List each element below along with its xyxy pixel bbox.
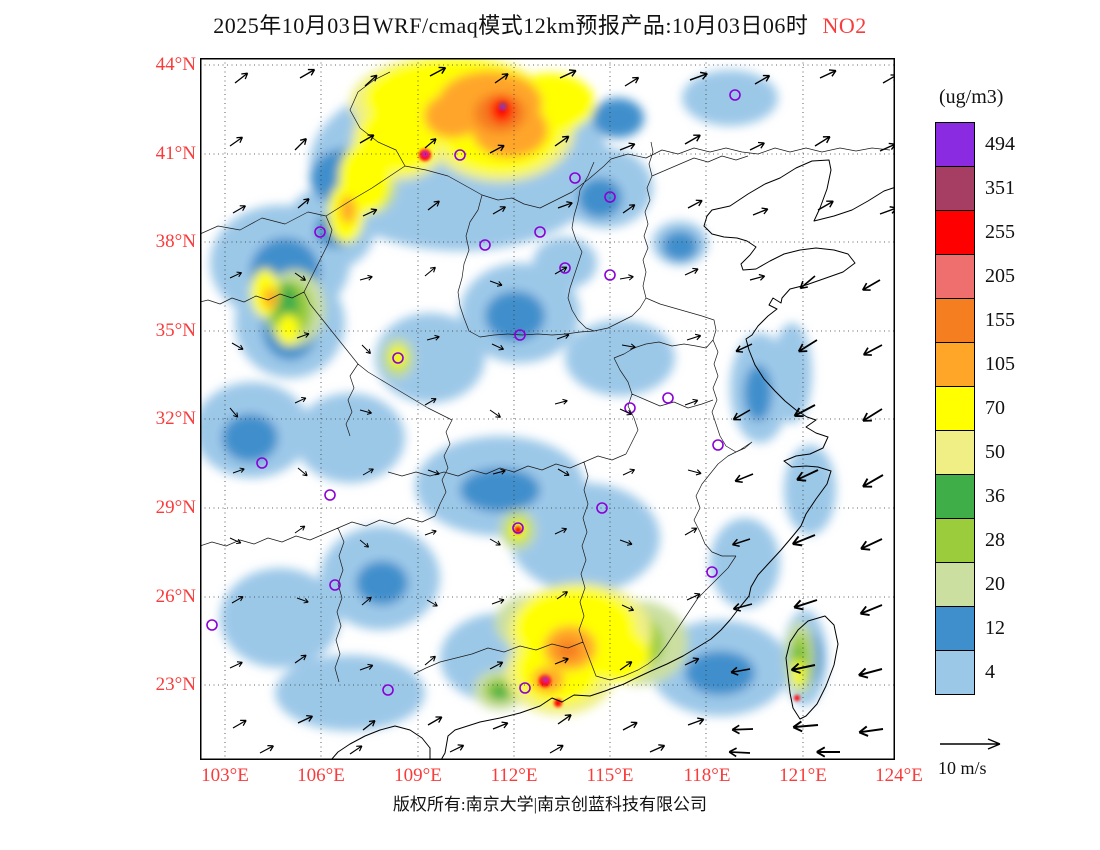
legend-swatch: [935, 562, 975, 607]
legend-value-label: 70: [985, 397, 1005, 419]
legend-value-label: 28: [985, 529, 1005, 551]
legend-value-label: 105: [985, 353, 1015, 375]
legend-value-label: 20: [985, 573, 1005, 595]
forecast-map: [200, 58, 898, 760]
lon-tick-label: 103°E: [201, 765, 249, 786]
legend-value-label: 12: [985, 617, 1005, 639]
lon-tick-label: 121°E: [779, 765, 827, 786]
legend-swatch: [935, 386, 975, 431]
wind-scale: 10 m/s: [936, 735, 1026, 779]
legend-entry: 494: [935, 122, 1100, 167]
wind-scale-arrow: [940, 738, 1001, 750]
legend-swatch: [935, 342, 975, 387]
lon-tick-label: 118°E: [683, 765, 731, 786]
legend-entry: 50: [935, 430, 1100, 475]
page-title: 2025年10月03日WRF/cmaq模式12km预报产品:10月03日06时 N…: [0, 8, 1080, 40]
legend-value-label: 351: [985, 177, 1015, 199]
legend-entry: 20: [935, 562, 1100, 607]
lat-tick-label: 41°N: [155, 143, 196, 164]
province-borders: [201, 71, 891, 683]
lon-tick-label: 115°E: [586, 765, 634, 786]
lon-tick-label: 124°E: [875, 765, 923, 786]
lon-tick-label: 106°E: [297, 765, 345, 786]
legend-swatch: [935, 474, 975, 519]
lat-tick-label: 23°N: [155, 674, 196, 695]
lat-tick-label: 26°N: [155, 586, 196, 607]
legend-swatch: [935, 650, 975, 695]
legend-entry: 70: [935, 386, 1100, 431]
legend-entry: 36: [935, 474, 1100, 519]
lon-tick-label: 109°E: [394, 765, 442, 786]
lon-tick-label: 112°E: [490, 765, 538, 786]
lat-tick-label: 38°N: [155, 231, 196, 252]
lat-tick-label: 35°N: [155, 320, 196, 341]
legend-entry: 4: [935, 650, 1100, 695]
legend-swatch: [935, 606, 975, 651]
legend-value-label: 255: [985, 221, 1015, 243]
wind-scale-label: 10 m/s: [938, 758, 987, 778]
legend-swatch: [935, 430, 975, 475]
legend-value-label: 155: [985, 309, 1015, 331]
legend-entry: 12: [935, 606, 1100, 651]
title-pollutant: NO2: [822, 13, 867, 38]
legend-units-label: (ug/m3): [939, 86, 1004, 108]
legend-value-label: 205: [985, 265, 1015, 287]
legend: (ug/m3) 494 351 255 205 155 105 70 50 36…: [935, 86, 1100, 695]
map-frame: [200, 58, 895, 760]
legend-entry: 28: [935, 518, 1100, 563]
legend-entry: 351: [935, 166, 1100, 211]
station-markers: [206, 89, 741, 696]
legend-swatch: [935, 122, 975, 167]
legend-entry: 255: [935, 210, 1100, 255]
lat-tick-label: 44°N: [155, 54, 196, 75]
coastline: [331, 159, 894, 759]
legend-value-label: 494: [985, 133, 1015, 155]
legend-swatch: [935, 254, 975, 299]
legend-value-label: 36: [985, 485, 1005, 507]
legend-swatch: [935, 210, 975, 255]
legend-entry: 105: [935, 342, 1100, 387]
title-text: 2025年10月03日WRF/cmaq模式12km预报产品:10月03日06时: [213, 13, 809, 38]
map-canvas: [200, 58, 898, 760]
legend-swatch: [935, 298, 975, 343]
legend-value-label: 50: [985, 441, 1005, 463]
legend-entry: 155: [935, 298, 1100, 343]
legend-swatch: [935, 166, 975, 211]
lat-tick-label: 32°N: [155, 408, 196, 429]
lat-tick-label: 29°N: [155, 497, 196, 518]
legend-swatch: [935, 518, 975, 563]
legend-entry: 205: [935, 254, 1100, 299]
copyright-text: 版权所有:南京大学|南京创蓝科技有限公司: [392, 795, 708, 814]
legend-value-label: 4: [985, 661, 995, 683]
